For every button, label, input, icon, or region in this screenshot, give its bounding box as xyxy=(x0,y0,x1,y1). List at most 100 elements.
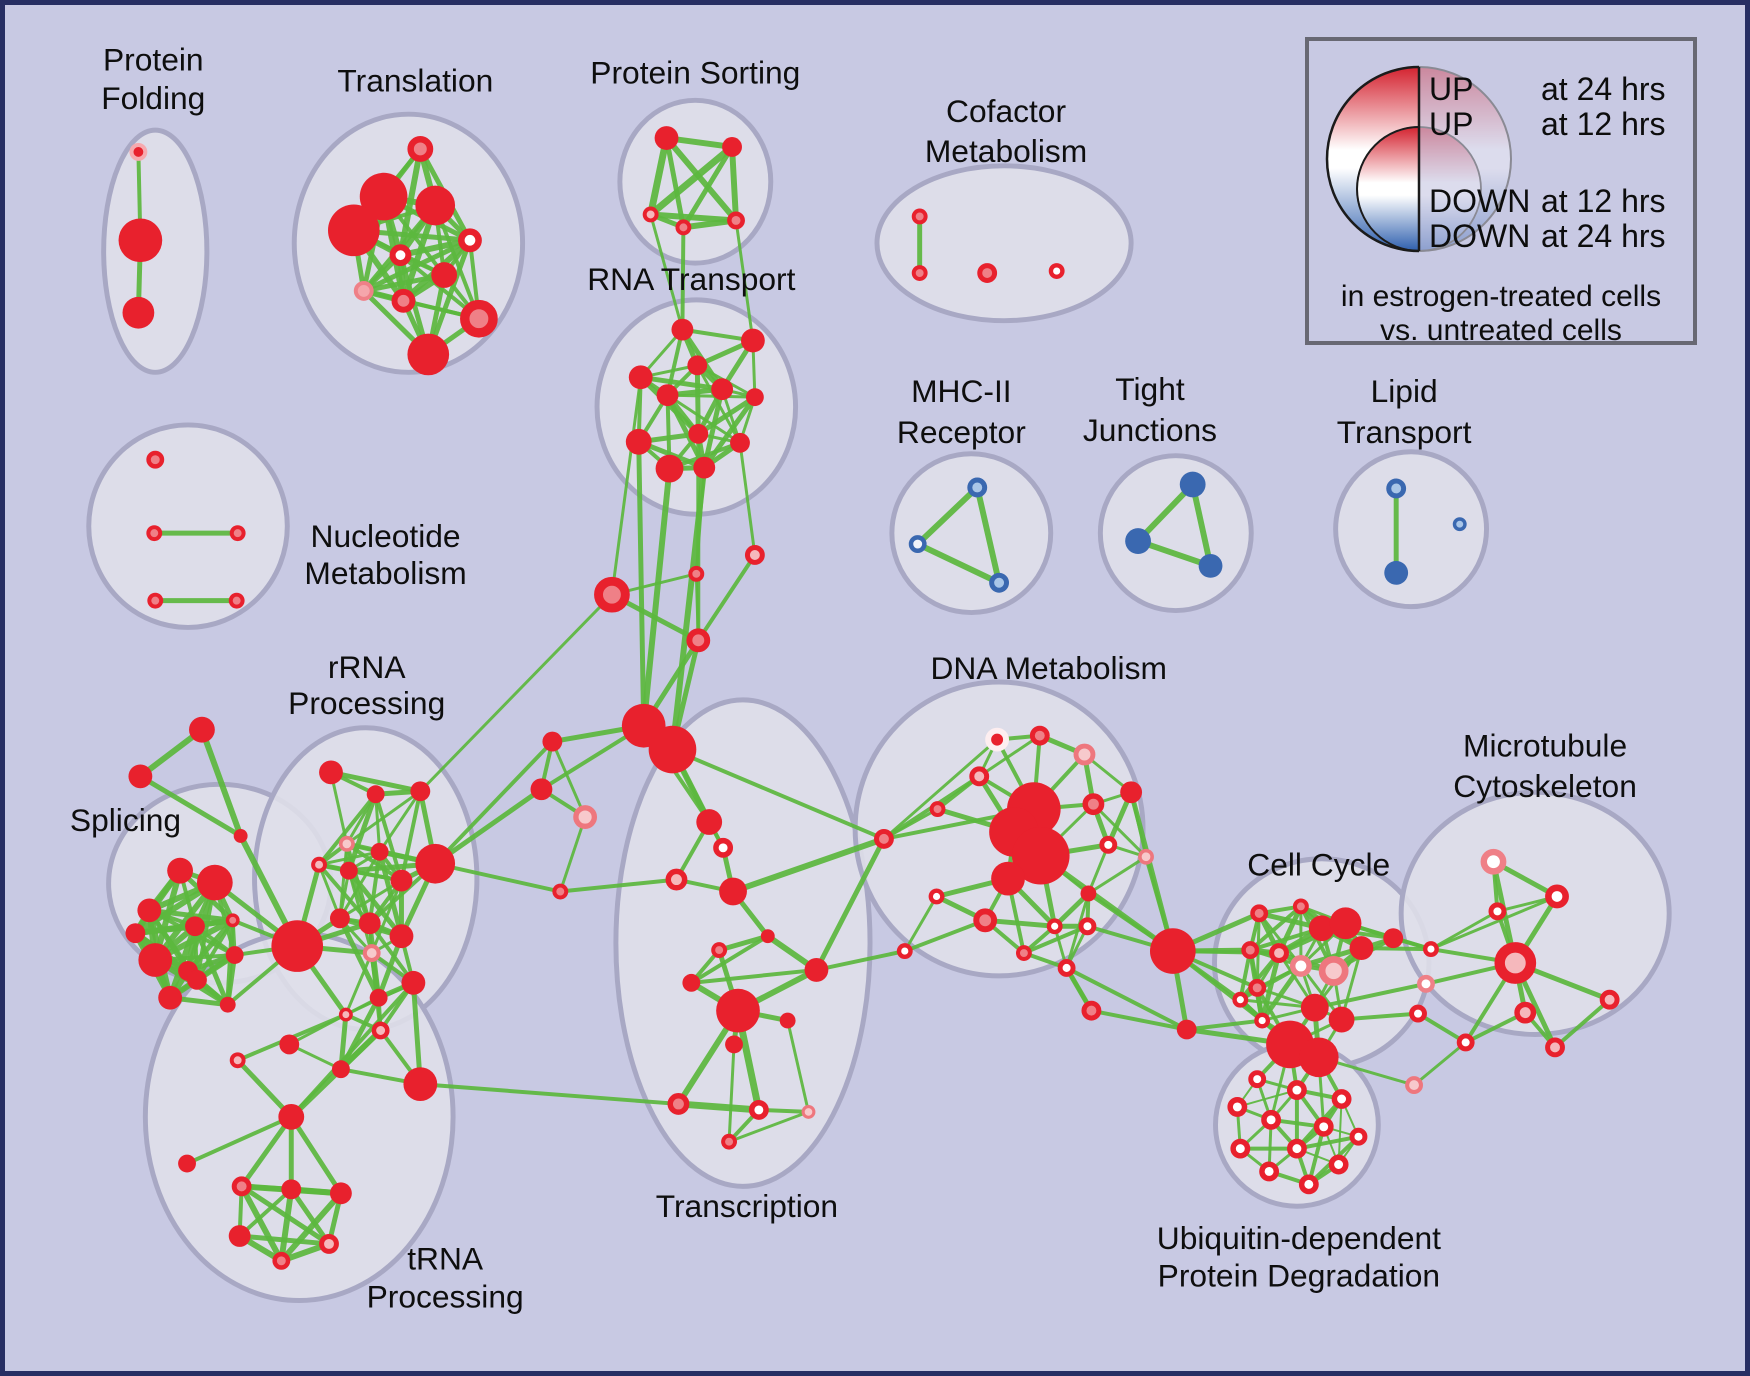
node-sp3 xyxy=(185,916,205,937)
node-lt0 xyxy=(1386,478,1407,499)
node-sp2 xyxy=(137,898,162,923)
node-rt1 xyxy=(740,328,765,353)
node-dm15 xyxy=(1080,885,1097,902)
edge-tn5-tn8 xyxy=(278,1190,344,1264)
node-cf0 xyxy=(911,208,928,225)
edge-rt6-rt11 xyxy=(701,394,758,471)
node-mtx xyxy=(1405,1076,1423,1095)
node-tc14 xyxy=(721,1133,738,1150)
edge-sp2-sp4 xyxy=(146,907,236,923)
node-ps4 xyxy=(727,211,745,230)
node-rt10 xyxy=(655,454,684,483)
edge-tc4-tc6 xyxy=(689,934,770,985)
edge-cc5-cc11 xyxy=(1259,950,1282,1024)
node-nm4 xyxy=(228,592,245,609)
node-dm5 xyxy=(1082,793,1105,816)
edge-tj0-tj1 xyxy=(1135,481,1196,545)
edge-rr13-tn1 xyxy=(289,980,416,1119)
cluster-label-microtubule-cytoskeleton: Microtubule Cytoskeleton xyxy=(1453,727,1637,804)
edge-tj0-tj2 xyxy=(1189,481,1214,569)
edge-ps1-ps2 xyxy=(647,143,736,218)
node-hb xyxy=(271,920,324,972)
node-sp11 xyxy=(125,923,146,944)
edge-rr7-rr9 xyxy=(338,879,403,920)
node-rr0 xyxy=(319,760,343,785)
node-rr7 xyxy=(390,869,413,892)
node-br0 xyxy=(1422,941,1439,958)
node-sp10 xyxy=(219,996,236,1013)
node-tn1 xyxy=(278,1103,305,1130)
node-cc9 xyxy=(1248,978,1267,997)
cluster-ellipse-tight-junctions xyxy=(1097,453,1254,614)
edge-ub6-ub8 xyxy=(1294,1134,1361,1151)
cluster-ellipse-mhc-ii-receptor xyxy=(889,451,1054,616)
node-fx0 xyxy=(594,576,630,613)
node-lt1 xyxy=(1384,560,1409,585)
node-tn7 xyxy=(319,1234,339,1254)
node-dm14 xyxy=(928,888,945,905)
edge-fx9-dm4 xyxy=(882,807,940,841)
node-dm2 xyxy=(1073,743,1096,766)
node-dm20 xyxy=(1081,1000,1102,1021)
node-mt2 xyxy=(1488,902,1507,921)
node-tc11 xyxy=(667,1093,690,1115)
node-tn5 xyxy=(329,1182,352,1205)
edge-ps1-ps3 xyxy=(680,144,735,230)
node-mh0 xyxy=(967,477,988,498)
node-br1 xyxy=(1417,974,1435,993)
cluster-label-lipid-transport: Lipid Transport xyxy=(1337,373,1472,450)
cluster-label-protein-folding: Protein Folding xyxy=(101,42,205,117)
node-rt0 xyxy=(671,318,694,341)
node-rt6 xyxy=(745,388,764,407)
legend-down-outer-time: at 24 hrs xyxy=(1541,218,1666,254)
edge-rr1-rr4 xyxy=(317,792,378,867)
edge-rr5-rr12 xyxy=(347,869,374,955)
node-lt2 xyxy=(1452,517,1467,532)
node-rr17 xyxy=(331,1060,350,1079)
node-cc5 xyxy=(1269,943,1289,963)
node-dm18 xyxy=(1057,959,1076,977)
node-tr5 xyxy=(389,244,412,267)
node-tg1 xyxy=(128,764,153,789)
node-rr11 xyxy=(389,924,414,949)
node-rr16 xyxy=(371,1021,390,1040)
legend-down-inner-label: DOWN xyxy=(1429,183,1531,219)
edge-fx6-fx8 xyxy=(550,740,587,819)
node-rr8 xyxy=(415,843,456,884)
node-tc6 xyxy=(682,973,701,992)
node-tr6 xyxy=(431,262,458,288)
edge-rr6-rr9 xyxy=(338,850,382,920)
edge-tc9-tc13 xyxy=(786,1019,810,1114)
node-dm13 xyxy=(973,908,998,933)
node-rr9 xyxy=(329,908,350,929)
edge-fx10-rr8 xyxy=(433,861,563,894)
edge-dm16-dm19 xyxy=(1021,924,1090,956)
node-tc2 xyxy=(665,868,688,891)
edge-ps1-ps4 xyxy=(729,143,739,224)
edge-fx10-tc2 xyxy=(558,877,679,894)
node-rr1 xyxy=(366,785,385,804)
node-tr4 xyxy=(458,228,482,253)
node-ub7 xyxy=(1230,1138,1251,1159)
node-mt4 xyxy=(1494,942,1537,984)
node-fx6 xyxy=(542,731,563,752)
node-tr1 xyxy=(359,172,408,221)
edge-rr2-rr6 xyxy=(378,789,422,854)
edge-rr19-tc11 xyxy=(418,1082,681,1106)
node-dm3 xyxy=(969,766,990,787)
node-cc7 xyxy=(1318,956,1349,986)
node-rr18 xyxy=(279,1034,300,1055)
node-mt8 xyxy=(1545,1037,1565,1058)
node-ub6 xyxy=(1349,1127,1368,1146)
node-tj0 xyxy=(1179,471,1206,498)
node-cc8 xyxy=(1349,936,1374,961)
node-pf2 xyxy=(122,296,155,329)
node-mt7 xyxy=(1456,1033,1475,1052)
node-cf1 xyxy=(911,265,928,281)
node-ub9 xyxy=(1328,1154,1349,1175)
edge-dm21-tc7 xyxy=(814,949,907,972)
node-dm19 xyxy=(1015,945,1032,962)
legend-up-outer-label: UP xyxy=(1429,71,1474,107)
node-fx11 xyxy=(1176,1019,1197,1040)
edge-br0-mt1 xyxy=(1429,894,1559,951)
